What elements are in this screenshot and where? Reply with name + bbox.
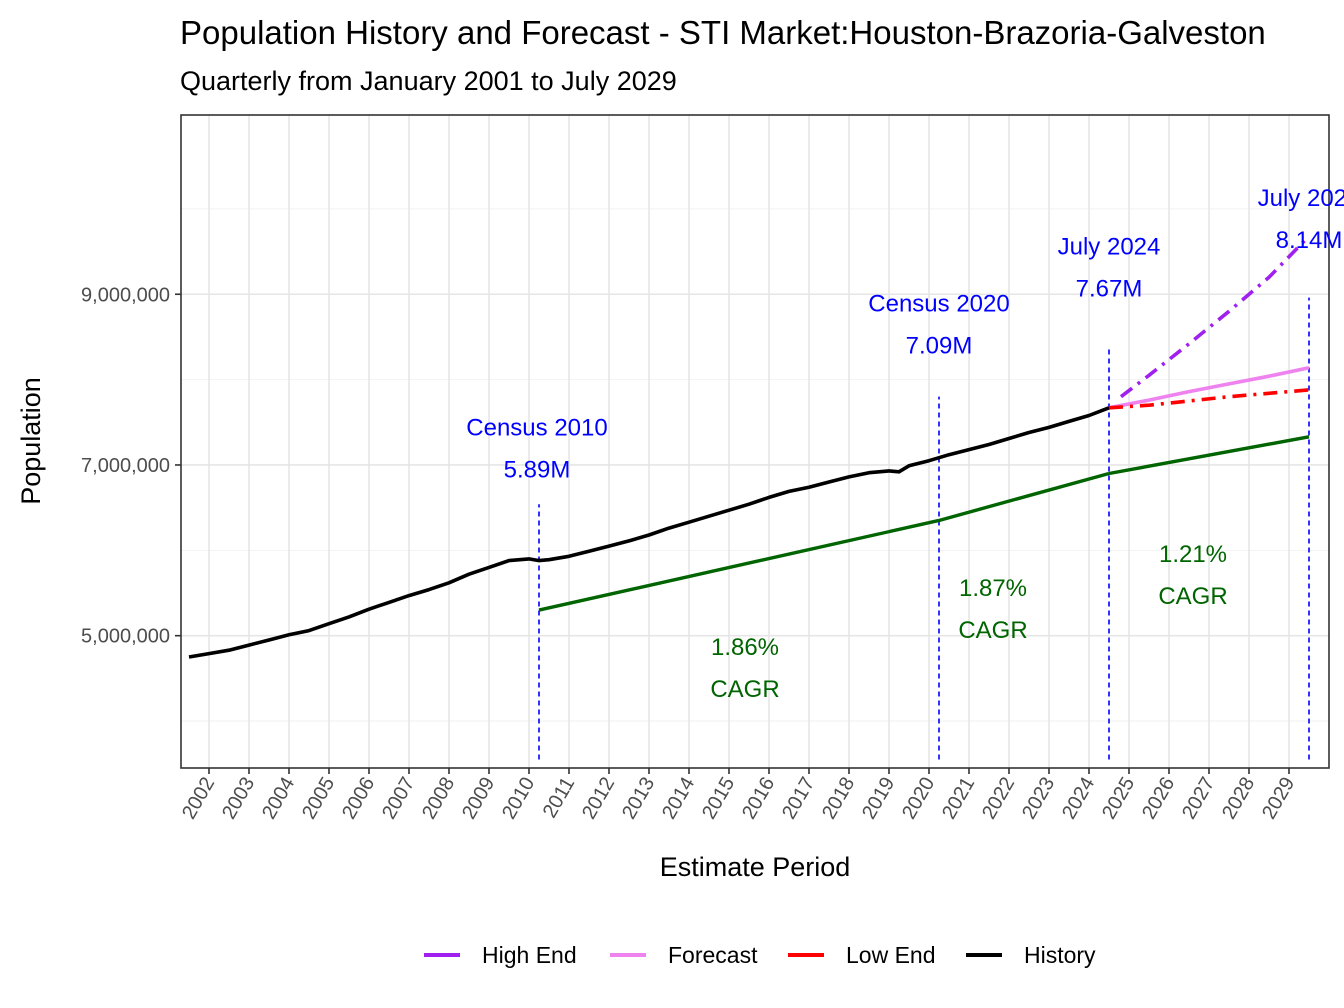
x-tick-label: 2008 [418,774,459,824]
x-tick-label: 2019 [858,774,899,824]
x-tick-label: 2004 [258,774,299,824]
plot-panel [181,115,1329,768]
y-axis: 5,000,000 7,000,000 9,000,000 [81,284,181,648]
series-line-history [188,406,1110,659]
x-tick-label: 2005 [298,774,339,824]
y-tick-label: 5,000,000 [81,626,170,648]
annotation-label: July 2029 [1258,185,1344,212]
x-tick-label: 2020 [898,774,939,824]
annotation-value: 7.67M [1076,276,1143,303]
y-tick-label: 9,000,000 [81,284,170,306]
plot-layer [188,234,1311,760]
annotation-value: CAGR [710,676,779,703]
x-tick-label: 2026 [1138,774,1179,824]
x-tick-label: 2006 [338,774,379,824]
x-tick-label: 2003 [218,774,259,824]
annotation-value: 8.14M [1276,227,1343,254]
chart-subtitle: Quarterly from January 2001 to July 2029 [180,66,677,96]
x-tick-label: 2016 [738,774,779,824]
annotation-label: Census 2020 [868,291,1009,318]
panel-border [180,114,1330,769]
series-line-high-end [1119,234,1311,399]
x-tick-label: 2021 [938,774,979,824]
x-tick-label: 2007 [378,774,419,824]
x-tick-label: 2015 [698,774,739,824]
x-tick-label: 2012 [578,774,619,824]
cagr-trend-line [938,471,1110,523]
annotation-value: 7.09M [906,333,973,360]
annotation-label: July 2024 [1058,234,1161,261]
x-tick-label: 2009 [458,774,499,824]
x-axis-title: Estimate Period [660,852,851,882]
annotation-label: 1.87% [959,575,1027,602]
chart-title: Population History and Forecast - STI Ma… [180,14,1266,51]
x-tick-label: 2014 [658,774,699,824]
legend-label: Forecast [668,942,758,968]
x-tick-label: 2029 [1258,774,1299,824]
x-tick-label: 2027 [1178,774,1219,824]
x-tick-label: 2028 [1218,774,1259,824]
legend-label: High End [482,942,577,968]
y-tick-label: 7,000,000 [81,455,170,477]
x-tick-label: 2022 [978,774,1019,824]
annotation-value: CAGR [958,617,1027,644]
x-tick-label: 2023 [1018,774,1059,824]
series-line-low-end [1108,388,1310,410]
cagr-trend-line [1108,435,1310,476]
annotation-label: Census 2010 [466,414,607,441]
annotation-label: 1.86% [711,634,779,661]
y-axis-title: Population [16,377,46,505]
x-tick-label: 2010 [498,774,539,824]
grid-major [181,115,1329,768]
x-tick-label: 2018 [818,774,859,824]
cagr-trend-line [538,518,940,612]
annotation-value: 5.89M [504,456,571,483]
grid-minor [181,208,1329,722]
x-tick-label: 2013 [618,774,659,824]
legend: High End Forecast Low End History [424,942,1096,968]
x-tick-label: 2024 [1058,774,1099,824]
x-tick-label: 2011 [539,774,580,822]
legend-label: Low End [846,942,936,968]
annotation-label: 1.21% [1159,541,1227,568]
x-tick-label: 2025 [1098,774,1139,824]
annotation-value: CAGR [1158,583,1227,610]
legend-label: History [1024,942,1096,968]
x-tick-label: 2017 [778,774,819,824]
x-tick-label: 2002 [178,774,219,824]
series-line-forecast [1108,365,1310,410]
